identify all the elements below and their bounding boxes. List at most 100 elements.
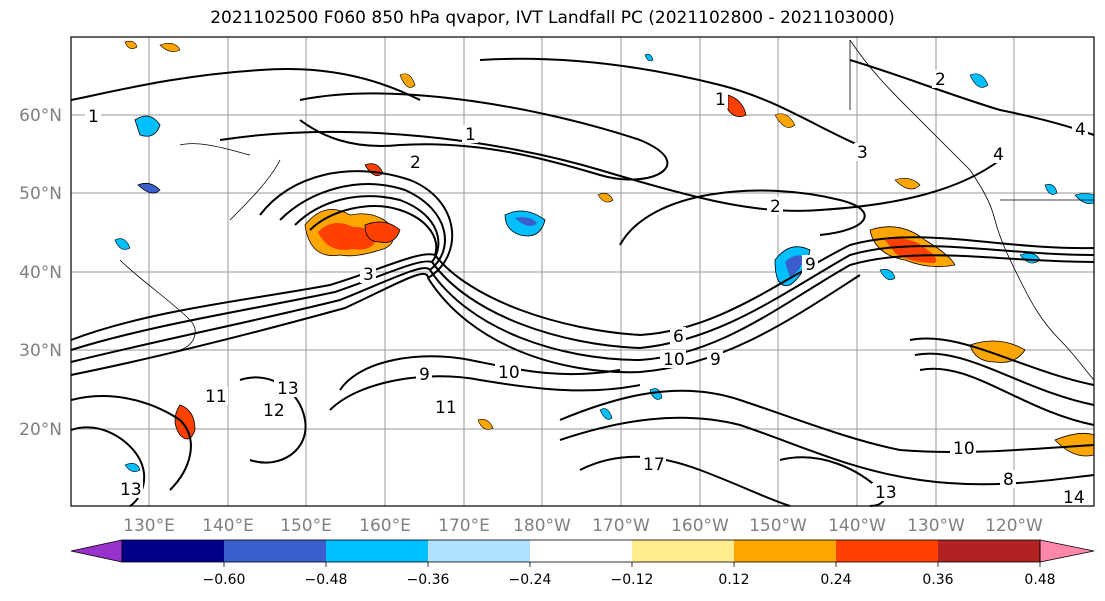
contour-label-background (360, 265, 376, 283)
contour-label-background (495, 363, 521, 381)
contour-label: 17 (643, 455, 665, 475)
contour-label-background (416, 365, 432, 383)
positive-anomaly-region (597, 193, 614, 203)
colorbar-segment (938, 540, 1041, 562)
longitude-label: 170°E (438, 516, 490, 536)
colorbar-segment (428, 540, 531, 562)
longitude-label: 150°W (749, 516, 807, 536)
axis-labels: 60°N 50°N 40°N 30°N 20°N 130°E 140°E 150°E 160°E… (19, 106, 1043, 536)
positive-anomaly-core (318, 223, 378, 250)
contour-label: 13 (277, 379, 299, 399)
positive-anomaly-region (727, 94, 747, 118)
contour-label: 2 (770, 197, 781, 217)
map-frame (70, 36, 1095, 507)
contour-label-background (990, 145, 1006, 163)
longitude-label: 130°W (907, 516, 965, 536)
contour-label-background (670, 327, 686, 345)
colorbar-extension-min (70, 539, 123, 563)
negative-anomaly-core (515, 217, 537, 227)
negative-anomaly-region (599, 408, 613, 420)
negative-anomaly-region (969, 73, 989, 88)
latitude-label: 50°N (19, 184, 62, 204)
negative-anomaly-region (124, 463, 141, 472)
contour-label: 8 (1003, 470, 1014, 490)
colorbar-tick-label: 0.36 (922, 572, 953, 588)
longitude-label: 160°E (359, 516, 411, 536)
colorbar-tick-label: 0.48 (1024, 572, 1055, 588)
negative-anomaly-region (879, 269, 896, 281)
contour-label-background (640, 455, 666, 473)
contour-label: 11 (205, 387, 227, 407)
contour-label-background (660, 350, 686, 368)
contour-label: 1 (715, 90, 726, 110)
contour-label: 9 (419, 365, 430, 385)
contour-label-background (707, 350, 723, 368)
contour-label-background (854, 143, 870, 161)
contour-label-background (1060, 488, 1086, 506)
colorbar-outline (121, 539, 1041, 563)
contour-label-background (407, 153, 423, 171)
colorbar-tick-label: −0.24 (509, 572, 552, 588)
colorbar-segment (224, 540, 327, 562)
longitude-label: 160°W (671, 516, 729, 536)
positive-anomaly-core (885, 238, 937, 263)
colorbar-tick-label: −0.36 (407, 572, 450, 588)
negative-anomaly-region (644, 53, 654, 62)
contour-label: 1 (465, 125, 476, 145)
colorbar-segment (122, 540, 225, 562)
longitude-label: 180°W (513, 516, 571, 536)
contour-label-background (932, 70, 948, 88)
colorbar-tick-label: −0.12 (611, 572, 654, 588)
colorbar-segment (836, 540, 939, 562)
longitude-label: 130°E (123, 516, 175, 536)
contour-label: 9 (710, 350, 721, 370)
coastlines (119, 39, 1095, 381)
contour-label: 2 (410, 153, 421, 173)
colorbar-tick-label: 0.12 (718, 572, 749, 588)
contour-label-background (432, 398, 458, 416)
contour-label: 1 (88, 107, 99, 127)
longitude-label: 150°E (280, 516, 332, 536)
colorbar-tick-label: −0.60 (203, 572, 246, 588)
colorbar-extension-max (1039, 539, 1095, 563)
latitude-label: 40°N (19, 263, 62, 283)
contour-label: 3 (363, 265, 374, 285)
contour-label-background (1072, 120, 1088, 138)
positive-anomaly-region (399, 73, 416, 88)
contour-label-background (260, 401, 286, 419)
colorbar-segment (530, 540, 633, 562)
contour-label: 12 (263, 401, 285, 421)
colorbar-segment (326, 540, 429, 562)
colorbar-segment (734, 540, 837, 562)
contour-label: 3 (857, 143, 868, 163)
colorbar: −0.60 −0.48 −0.36 −0.24 −0.12 0.12 0.24 0.36 0.4… (70, 539, 1095, 588)
map-title: 2021102500 F060 850 hPa qvapor, IVT Land… (210, 8, 895, 28)
contour-label-background (462, 125, 478, 143)
contour-label-background (802, 255, 818, 273)
contour-label-background (712, 90, 728, 108)
positive-anomaly-region (364, 221, 401, 243)
longitude-label: 120°W (985, 516, 1043, 536)
contour-label-background (872, 483, 898, 501)
contour-label: 13 (875, 483, 897, 503)
latitude-label: 60°N (19, 106, 62, 126)
contour-label-background (202, 387, 228, 405)
colorbar-tick-label: 0.24 (820, 572, 851, 588)
contour-label: 10 (663, 350, 685, 370)
longitude-label: 140°W (828, 516, 886, 536)
contour-label: 10 (953, 439, 975, 459)
negative-anomaly-core (785, 255, 805, 277)
negative-anomaly-region (134, 115, 161, 137)
contour-label: 4 (993, 145, 1004, 165)
contour-label-background (85, 107, 101, 125)
contour-label-background (274, 379, 300, 397)
longitude-label: 170°W (592, 516, 650, 536)
positive-anomaly-region (894, 178, 921, 190)
contour-label: 2 (935, 70, 946, 90)
contour-label: 14 (1063, 488, 1085, 508)
negative-anomaly-region (1044, 184, 1058, 195)
contour-label-background (1000, 470, 1016, 488)
contour-label: 6 (673, 327, 684, 347)
